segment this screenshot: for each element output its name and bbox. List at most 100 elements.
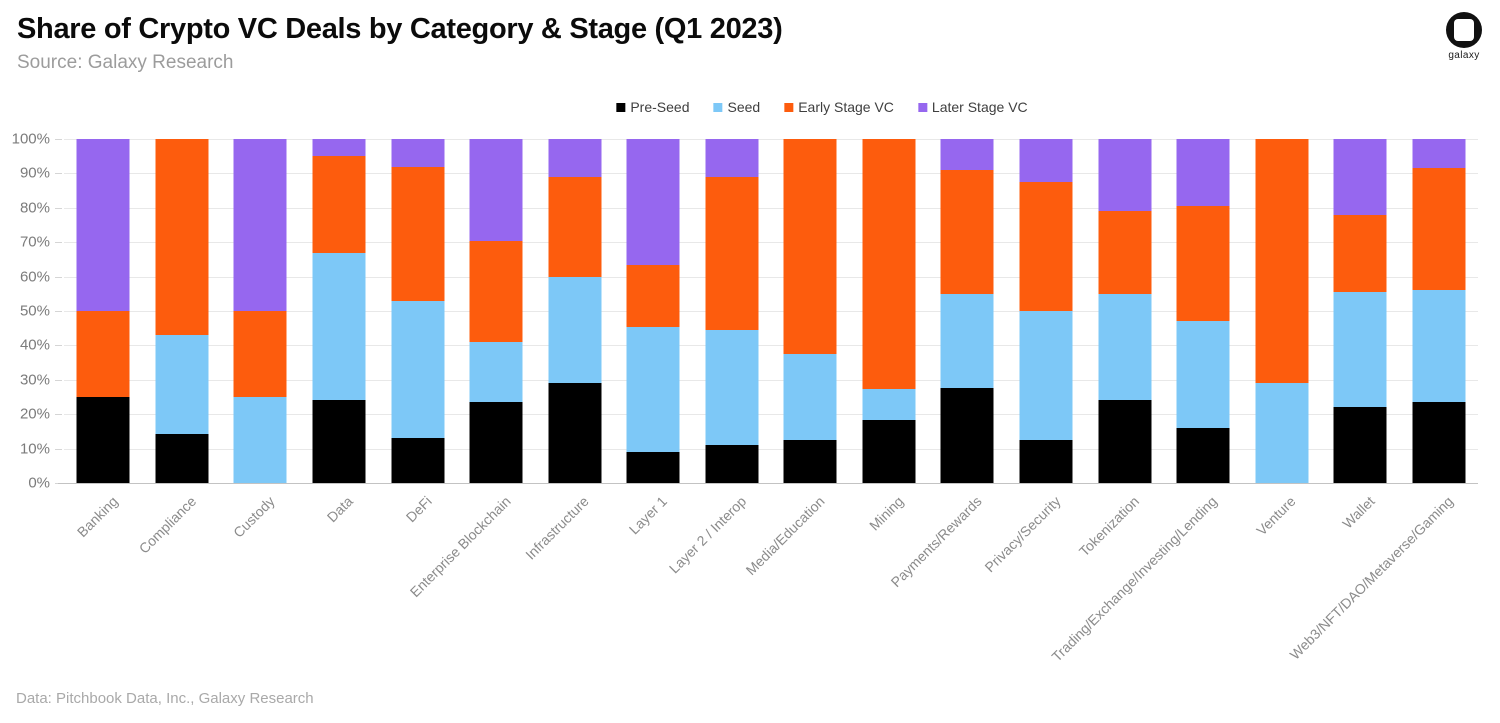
- legend-item-1: Seed: [713, 99, 760, 115]
- segment-seed: [626, 326, 680, 453]
- gridline: [64, 242, 1478, 244]
- legend-swatch-icon: [917, 102, 927, 112]
- x-axis-labels: Banking Compliance Custody Data DeFi Enterpri…: [64, 483, 1478, 683]
- stacked-bar-17: [1412, 139, 1466, 483]
- y-tick-label: 90%: [19, 164, 50, 182]
- segment-pre-seed: [1412, 402, 1466, 483]
- x-tick-label: Venture: [1253, 493, 1299, 539]
- gridline: [64, 379, 1478, 381]
- x-tick-label: Media/Education: [742, 493, 828, 579]
- bar-slot-7: [614, 139, 693, 483]
- segment-pre-seed: [940, 388, 994, 483]
- x-tick-label: Layer 2 / Interop: [665, 493, 750, 577]
- segment-pre-seed: [705, 445, 759, 483]
- x-tick-label: Web3/NFT/DAO/Metaverse/Gaming: [1286, 493, 1457, 663]
- segment-early-stage-vc: [391, 166, 445, 301]
- source-subtitle: Source: Galaxy Research: [17, 52, 234, 73]
- segment-pre-seed: [469, 402, 523, 483]
- segment-later-stage-vc: [1176, 139, 1230, 207]
- segment-early-stage-vc: [1176, 206, 1230, 322]
- segment-pre-seed: [862, 420, 916, 483]
- segment-early-stage-vc: [626, 264, 680, 327]
- segment-seed: [312, 252, 366, 401]
- bar-slot-17: [1400, 139, 1479, 483]
- x-tick-label: Mining: [865, 493, 907, 534]
- y-tick-label: 30%: [19, 371, 50, 389]
- y-tick: [55, 379, 62, 381]
- y-tick-label: 0%: [28, 474, 50, 492]
- data-attribution: Data: Pitchbook Data, Inc., Galaxy Resea…: [16, 690, 314, 707]
- gridline: [64, 414, 1478, 416]
- bar-slot-5: [457, 139, 536, 483]
- segment-seed: [783, 354, 837, 440]
- y-tick-label: 80%: [19, 199, 50, 217]
- legend-item-2: Early Stage VC: [784, 99, 894, 115]
- segment-seed: [862, 389, 916, 421]
- legend-swatch-icon: [784, 102, 794, 112]
- stacked-bar-3: [312, 139, 366, 483]
- segment-early-stage-vc: [862, 139, 916, 390]
- segment-early-stage-vc: [548, 176, 602, 277]
- x-tick-label: Layer 1: [626, 493, 671, 538]
- y-tick: [55, 139, 62, 140]
- stacked-bar-6: [548, 139, 602, 483]
- segment-seed: [1019, 311, 1073, 440]
- segment-seed: [391, 300, 445, 439]
- x-tick-label: Trading/Exchange/Investing/Lending: [1048, 493, 1221, 665]
- galaxy-logo-square: [1454, 19, 1474, 41]
- segment-later-stage-vc: [1333, 139, 1387, 216]
- segment-seed: [1255, 383, 1309, 483]
- y-tick: [55, 173, 62, 175]
- stacked-bar-8: [705, 139, 759, 483]
- segment-pre-seed: [626, 452, 680, 483]
- stacked-bar-10: [862, 139, 916, 483]
- stacked-bar-14: [1176, 139, 1230, 483]
- segment-pre-seed: [1333, 406, 1387, 483]
- page-title: Share of Crypto VC Deals by Category & S…: [17, 13, 783, 45]
- x-tick-label: Tokenization: [1075, 493, 1142, 560]
- segment-early-stage-vc: [155, 139, 209, 336]
- y-tick: [55, 345, 62, 347]
- chart-legend: Pre-Seed Seed Early Stage VC Later Stage VC: [616, 99, 1028, 115]
- bar-slot-1: [143, 139, 222, 483]
- bar-slot-16: [1321, 139, 1400, 483]
- segment-later-stage-vc: [548, 139, 602, 177]
- y-tick: [55, 276, 62, 278]
- segment-pre-seed: [76, 397, 130, 483]
- segment-seed: [469, 341, 523, 403]
- bar-slot-9: [771, 139, 850, 483]
- segment-seed: [233, 397, 287, 483]
- segment-seed: [155, 335, 209, 434]
- stacked-bar-9: [783, 139, 837, 483]
- legend-item-3: Later Stage VC: [917, 99, 1028, 115]
- stacked-bar-11: [940, 139, 994, 483]
- gridline: [64, 311, 1478, 312]
- legend-label: Early Stage VC: [798, 99, 894, 115]
- segment-later-stage-vc: [705, 139, 759, 177]
- bar-slot-14: [1164, 139, 1243, 483]
- segment-early-stage-vc: [783, 139, 837, 354]
- stacked-bar-5: [469, 139, 523, 483]
- y-tick: [55, 448, 62, 450]
- segment-pre-seed: [391, 438, 445, 483]
- y-tick-label: 70%: [19, 233, 50, 251]
- stacked-bar-2: [233, 139, 287, 483]
- segment-early-stage-vc: [233, 311, 287, 397]
- stacked-bar-4: [391, 139, 445, 483]
- segment-early-stage-vc: [1098, 211, 1152, 294]
- stacked-bar-13: [1098, 139, 1152, 483]
- bar-slot-12: [1007, 139, 1086, 483]
- stacked-bar-16: [1333, 139, 1387, 483]
- x-tick-label: DeFi: [402, 493, 435, 526]
- segment-seed: [940, 293, 994, 389]
- segment-later-stage-vc: [469, 139, 523, 241]
- bar-slot-0: [64, 139, 143, 483]
- y-tick: [55, 414, 62, 416]
- gridline: [64, 173, 1478, 175]
- gridline: [64, 448, 1478, 450]
- x-axis-line: [58, 483, 1478, 484]
- bar-slot-15: [1242, 139, 1321, 483]
- bar-slot-2: [221, 139, 300, 483]
- stacked-bar-chart: 0% 10% 20% 30% 40% 50% 60% 70% 80% 90% 100% Bankin…: [12, 131, 1479, 665]
- stacked-bar-1: [155, 139, 209, 483]
